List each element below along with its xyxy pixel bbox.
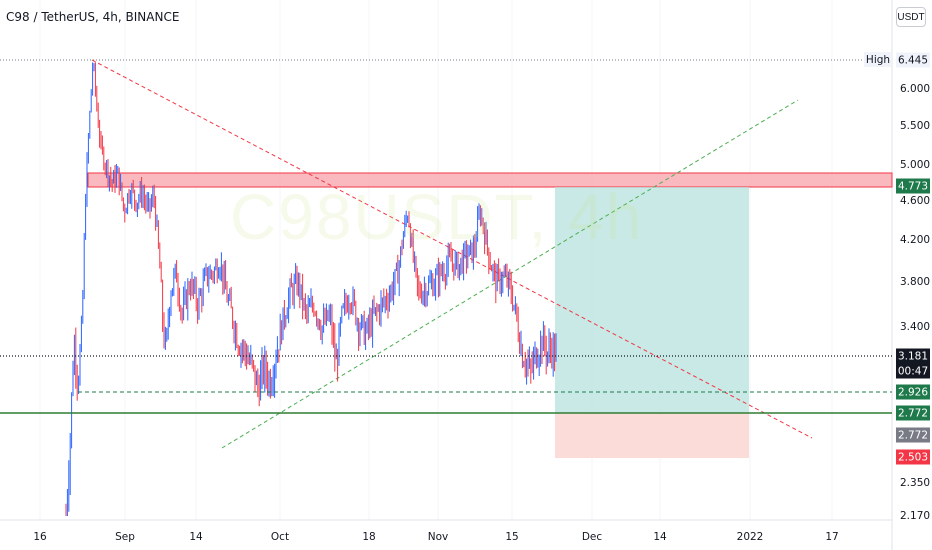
resistance-zone xyxy=(87,172,893,188)
price-tick-label: 4.600 xyxy=(900,195,931,207)
time-tick-label: Dec xyxy=(581,531,603,543)
zones xyxy=(87,172,893,458)
price-tick-label: 6.000 xyxy=(900,83,931,95)
time-tick-label: 15 xyxy=(505,531,519,543)
high-label: High xyxy=(864,52,892,67)
target-zone xyxy=(555,187,749,413)
time-tick-label: 18 xyxy=(362,531,376,543)
last-price-tag: 3.181 xyxy=(896,348,930,364)
stop-price-tag: 2.503 xyxy=(896,449,930,465)
price-tick-label: 2.350 xyxy=(900,477,931,489)
time-tick-label: 16 xyxy=(33,531,47,543)
price-levels xyxy=(0,59,892,414)
support-price-tag: 2.772 xyxy=(896,405,930,421)
price-tick-label: 3.400 xyxy=(900,321,931,333)
symbol-watermark: C98USDT, 4h xyxy=(230,181,644,253)
price-tick-label: 2.170 xyxy=(900,510,931,522)
stop-zone xyxy=(555,413,749,458)
time-tick-label: 17 xyxy=(825,531,839,543)
time-tick-label: 2022 xyxy=(736,531,764,543)
resistance-price-tag: 4.773 xyxy=(896,178,930,194)
symbol-title: C98 / TetherUS, 4h, BINANCE xyxy=(6,10,180,24)
high-price-tag: 6.445 xyxy=(896,52,930,68)
descending-trendline xyxy=(91,59,813,439)
grid xyxy=(0,0,893,550)
dashed-level-tag: 2.926 xyxy=(896,384,930,400)
time-tick-label: Sep xyxy=(115,531,135,543)
price-tick-label: 5.000 xyxy=(900,159,931,171)
time-tick-label: 14 xyxy=(189,531,203,543)
bar-countdown: 00:47 xyxy=(896,363,930,379)
time-tick-label: Oct xyxy=(270,531,290,543)
support-gray-tag: 2.772 xyxy=(896,427,930,443)
time-tick-label: 14 xyxy=(653,531,667,543)
time-tick-label: Nov xyxy=(427,531,449,543)
price-tick-label: 4.200 xyxy=(900,234,931,246)
price-bars xyxy=(65,62,557,516)
price-tick-label: 3.800 xyxy=(900,276,931,288)
currency-selector[interactable]: USDT xyxy=(896,7,926,27)
price-tick-label: 5.500 xyxy=(900,120,931,132)
